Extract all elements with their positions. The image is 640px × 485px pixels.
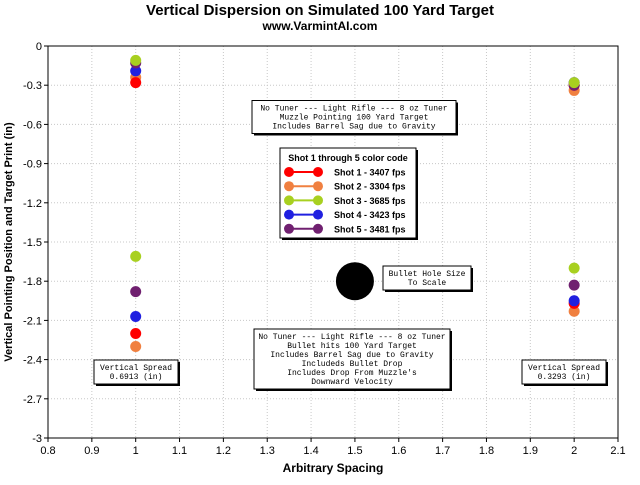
shot-marker [568, 279, 580, 291]
annotations: No Tuner --- Light Rifle --- 8 oz TunerM… [93, 100, 608, 391]
legend-entry: Shot 2 - 3304 fps [284, 181, 406, 192]
y-tick-label: -1.5 [23, 237, 42, 249]
legend-title: Shot 1 through 5 color code [288, 153, 408, 163]
x-tick-label: 1.6 [391, 445, 406, 457]
legend-marker [284, 181, 294, 192]
bullet-hole-label-line: To Scale [408, 279, 447, 288]
legend-entry: Shot 5 - 3481 fps [284, 223, 406, 234]
right-spread-box-frame [521, 359, 607, 385]
legend-label: Shot 5 - 3481 fps [334, 224, 406, 234]
x-tick-label: 1.3 [260, 445, 275, 457]
y-tick-label: 0 [36, 41, 42, 53]
bottom-annotation-box-frame [253, 328, 451, 390]
right-spread-box-line: 0.3293 (in) [538, 373, 591, 382]
legend-marker [313, 181, 323, 192]
shot-marker [130, 54, 142, 66]
top-annotation-box-line: Includes Barrel Sag due to Gravity [272, 123, 435, 132]
legend-label: Shot 4 - 3423 fps [334, 210, 406, 220]
x-tick-label: 1.5 [347, 445, 362, 457]
left-spread-box-frame [93, 359, 179, 385]
legend-entry: Shot 1 - 3407 fps [284, 167, 406, 178]
y-tick-label: -2.4 [23, 355, 42, 367]
x-tick-label: 1 [133, 445, 139, 457]
x-tick-label: 0.8 [40, 445, 55, 457]
shot-marker [568, 295, 580, 307]
y-tick-label: -2.7 [23, 394, 42, 406]
legend-marker [313, 209, 323, 220]
legend-marker [313, 195, 323, 206]
x-tick-label: 1.7 [435, 445, 450, 457]
right-spread-box-line: Vertical Spread [528, 364, 600, 373]
shot-marker [130, 286, 142, 298]
bottom-annotation-box-line: Includes Barrel Sag due to Gravity [270, 351, 433, 360]
top-annotation-box-frame [251, 100, 457, 134]
legend-marker [313, 223, 323, 234]
top-annotation-box-line: Muzzle Pointing 100 Yard Target [280, 114, 429, 123]
shot-marker [130, 250, 142, 262]
y-tick-label: -0.3 [23, 80, 42, 92]
x-axis-label: Arbitrary Spacing [283, 461, 384, 475]
x-tick-label: 1.4 [303, 445, 318, 457]
bottom-annotation-box-line: Downward Velocity [311, 378, 393, 387]
top-annotation-box: No Tuner --- Light Rifle --- 8 oz TunerM… [251, 100, 458, 136]
shot-marker [130, 341, 142, 353]
x-tick-label: 2 [571, 445, 577, 457]
bottom-annotation-box: No Tuner --- Light Rifle --- 8 oz TunerB… [253, 328, 452, 391]
shot-marker [130, 77, 142, 89]
left-spread-box-line: Vertical Spread [100, 364, 172, 373]
x-tick-label: 2.1 [610, 445, 625, 457]
shot-marker [130, 65, 142, 77]
legend-marker [284, 209, 294, 220]
axis-ticks: 0.8 0.9 1 1.1 1.2 1.3 1.4 1.5 1.6 1.7 1.8 1.9 2 2.1 0 -… [23, 41, 626, 457]
bottom-annotation-box-line: Includeds Bullet Drop [302, 360, 403, 369]
legend-marker [313, 167, 323, 177]
y-tick-label: -1.2 [23, 198, 42, 210]
bullet-hole-mark [335, 262, 374, 301]
top-annotation-box-line: No Tuner --- Light Rifle --- 8 oz Tuner [260, 105, 447, 114]
legend: Shot 1 through 5 color code Shot 1 - 3407… [279, 147, 418, 240]
shot-marker [568, 305, 580, 317]
chart-subtitle: www.VarmintAI.com [262, 19, 378, 33]
legend-marker [284, 223, 294, 234]
shot-marker [130, 310, 142, 322]
bullet-hole-label-line: Bullet Hole Size [389, 270, 466, 279]
legend-label: Shot 1 - 3407 fps [334, 168, 406, 178]
x-tick-label: 1.8 [479, 445, 494, 457]
legend-marker [284, 167, 294, 177]
grid [48, 46, 618, 438]
x-tick-label: 1.1 [172, 445, 187, 457]
bottom-annotation-box-line: No Tuner --- Light Rifle --- 8 oz Tuner [258, 333, 445, 342]
legend-label: Shot 3 - 3685 fps [334, 196, 406, 206]
chart-title: Vertical Dispersion on Simulated 100 Yar… [146, 2, 494, 19]
bottom-annotation-box-line: Includes Drop From Muzzle's [287, 369, 417, 378]
bullet-hole-label-frame [382, 265, 472, 291]
y-tick-label: -3 [32, 433, 42, 445]
left-spread-box-line: 0.6913 (in) [110, 373, 163, 382]
legend-label: Shot 2 - 3304 fps [334, 182, 406, 192]
shot-marker [568, 77, 580, 89]
shot-marker [130, 327, 142, 339]
legend-entry: Shot 4 - 3423 fps [284, 209, 406, 220]
y-tick-label: -2.1 [23, 315, 42, 327]
y-tick-label: -0.6 [23, 119, 42, 131]
legend-entry: Shot 3 - 3685 fps [284, 195, 406, 206]
legend-marker [284, 195, 294, 206]
legend-frame [279, 147, 417, 239]
data-markers [130, 54, 580, 353]
bottom-annotation-box-line: Bullet hits 100 Yard Target [287, 342, 417, 351]
x-tick-label: 1.9 [523, 445, 538, 457]
y-tick-label: -1.8 [23, 276, 42, 288]
y-tick-label: -0.9 [23, 159, 42, 171]
shot-marker [568, 262, 580, 274]
x-tick-label: 0.9 [84, 445, 99, 457]
x-tick-label: 1.2 [216, 445, 231, 457]
y-axis-label: Vertical Pointing Position and Target Pr… [3, 122, 15, 362]
